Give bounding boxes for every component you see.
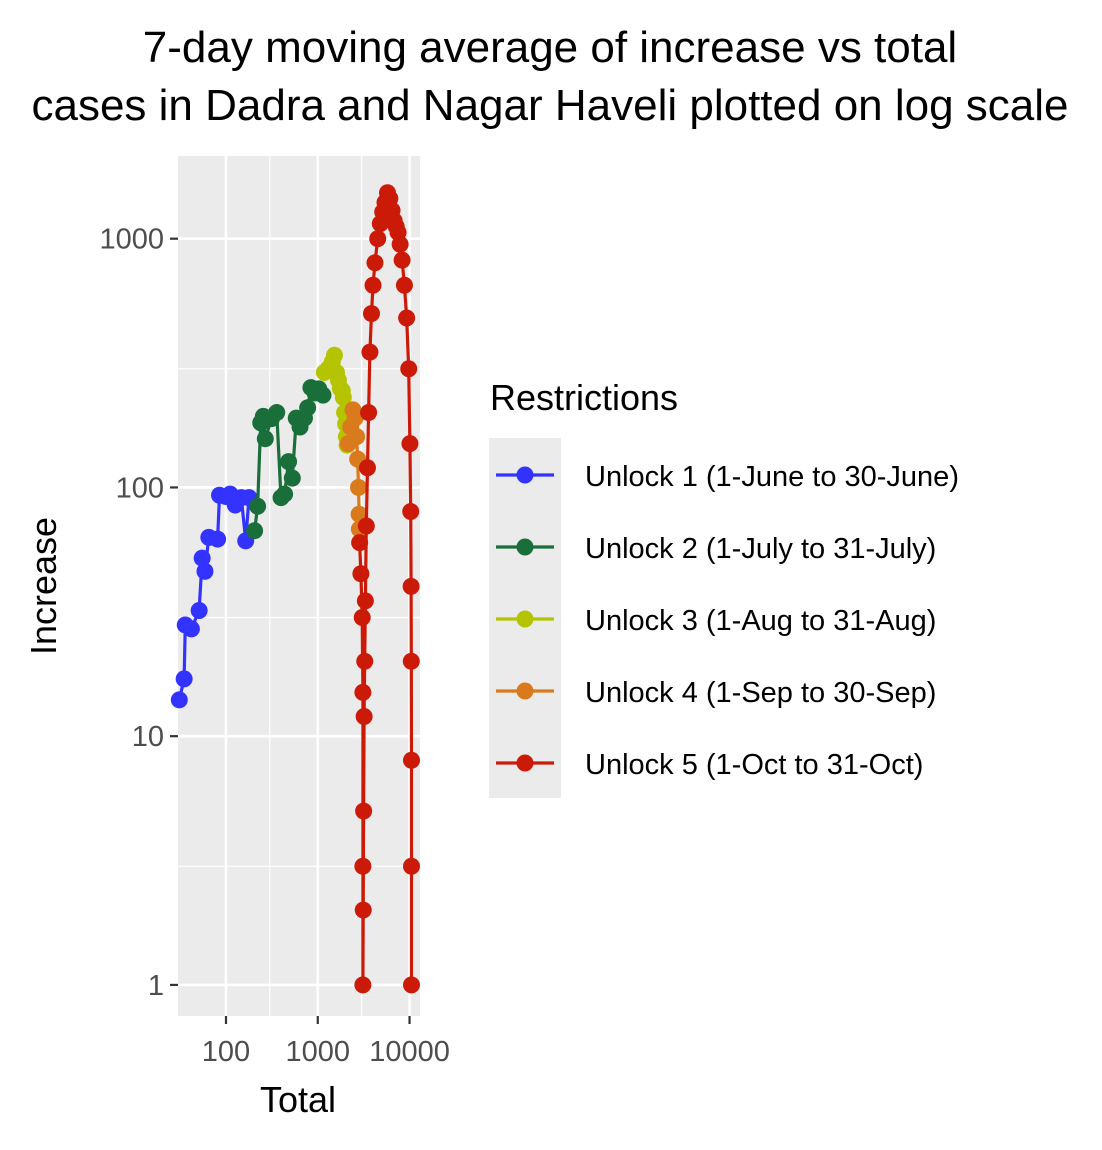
- data-point: [402, 751, 420, 769]
- data-point: [351, 534, 369, 552]
- data-point: [256, 430, 274, 448]
- y-tick-label: 1000: [99, 224, 164, 256]
- series-2: [246, 379, 332, 540]
- legend-item: Unlock 3 (1-Aug to 31-Aug): [496, 605, 936, 637]
- data-point: [299, 399, 317, 417]
- data-point: [352, 565, 370, 583]
- y-tick-label: 10: [132, 721, 164, 753]
- data-point: [354, 901, 372, 919]
- data-point: [196, 562, 214, 580]
- x-axis-label: Total: [260, 1079, 336, 1120]
- data-point: [398, 309, 416, 327]
- data-point: [170, 691, 188, 709]
- data-point: [362, 305, 380, 323]
- legend-key-point: [516, 538, 534, 556]
- data-point: [276, 485, 294, 503]
- data-point: [314, 386, 332, 404]
- data-point: [268, 404, 286, 422]
- legend-label: Unlock 3 (1-Aug to 31-Aug): [585, 605, 936, 637]
- data-point: [355, 707, 373, 725]
- chart-title: 7-day moving average of increase vs tota…: [31, 23, 1068, 130]
- data-point: [357, 517, 375, 535]
- series-1: [170, 485, 258, 709]
- legend-key-point: [516, 682, 534, 700]
- plot-panel: [178, 156, 420, 1016]
- legend-key-point: [516, 754, 534, 772]
- data-point: [334, 388, 352, 406]
- data-point: [395, 276, 413, 294]
- data-point: [402, 577, 420, 595]
- legend-label: Unlock 1 (1-June to 30-June): [585, 461, 959, 493]
- chart-title-line-1: 7-day moving average of increase vs tota…: [143, 23, 957, 72]
- data-point: [402, 652, 420, 670]
- data-point: [354, 857, 372, 875]
- data-point: [402, 976, 420, 994]
- data-point: [283, 469, 301, 487]
- data-point: [249, 497, 267, 515]
- data-point: [193, 549, 211, 567]
- data-point: [354, 683, 372, 701]
- data-point: [364, 276, 382, 294]
- data-point: [175, 670, 193, 688]
- data-point: [361, 343, 379, 361]
- data-point: [190, 602, 208, 620]
- data-point: [325, 346, 343, 364]
- legend-key-point: [516, 466, 534, 484]
- data-point: [182, 620, 200, 638]
- data-point: [246, 522, 264, 540]
- legend-item: Unlock 5 (1-Oct to 31-Oct): [496, 749, 923, 781]
- data-point: [391, 235, 409, 253]
- y-tick-label: 1: [148, 970, 164, 1002]
- data-point: [209, 530, 227, 548]
- axes: 100 1000 10000 1 10 100 1000: [99, 224, 449, 1068]
- series-5: [351, 184, 420, 994]
- data-point: [369, 230, 387, 248]
- data-series: [170, 184, 420, 994]
- data-point: [358, 459, 376, 477]
- legend: Restrictions Unlock 1 (1-June to 30-June…: [489, 377, 959, 798]
- legend-title: Restrictions: [490, 377, 678, 418]
- legend-item: Unlock 1 (1-June to 30-June): [496, 461, 959, 493]
- legend-label: Unlock 4 (1-Sep to 30-Sep): [585, 677, 936, 709]
- data-point: [356, 652, 374, 670]
- x-tick-label: 10000: [369, 1036, 450, 1068]
- data-point: [354, 976, 372, 994]
- chart-title-line-2: cases in Dadra and Nagar Haveli plotted …: [31, 81, 1068, 130]
- legend-label: Unlock 5 (1-Oct to 31-Oct): [585, 749, 923, 781]
- y-axis-label: Increase: [23, 517, 64, 655]
- x-tick-label: 1000: [286, 1036, 351, 1068]
- data-point: [350, 478, 368, 496]
- data-point: [348, 428, 366, 446]
- legend-key-point: [516, 610, 534, 628]
- data-point: [366, 254, 384, 272]
- data-point: [400, 360, 418, 378]
- legend-label: Unlock 2 (1-July to 31-July): [585, 533, 936, 565]
- data-point: [346, 409, 364, 427]
- x-tick-label: 100: [202, 1036, 250, 1068]
- data-point: [355, 802, 373, 820]
- legend-item: Unlock 4 (1-Sep to 30-Sep): [496, 677, 936, 709]
- data-point: [401, 435, 419, 453]
- data-point: [393, 251, 411, 269]
- data-point: [353, 608, 371, 626]
- y-tick-label: 100: [116, 472, 164, 504]
- data-point: [356, 592, 374, 610]
- data-point: [360, 404, 378, 422]
- data-point: [280, 453, 298, 471]
- data-point: [402, 857, 420, 875]
- data-point: [402, 503, 420, 521]
- legend-item: Unlock 2 (1-July to 31-July): [496, 533, 936, 565]
